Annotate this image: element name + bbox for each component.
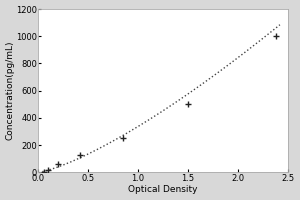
Y-axis label: Concentration(pg/mL): Concentration(pg/mL) <box>6 41 15 140</box>
X-axis label: Optical Density: Optical Density <box>128 185 198 194</box>
